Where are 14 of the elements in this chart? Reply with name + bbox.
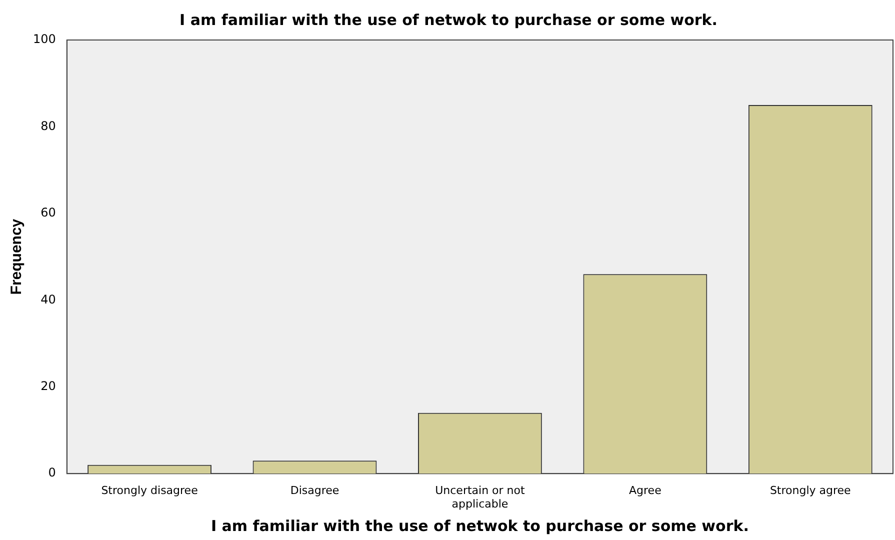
x-tick-label: Strongly agree — [770, 484, 852, 498]
x-tick-label: Uncertain or not applicable — [435, 484, 526, 510]
y-tick-label: 100 — [33, 32, 56, 46]
x-axis-title: I am familiar with the use of netwok to purchase or some work. — [210, 516, 749, 535]
x-tick-label: Disagree — [290, 484, 340, 498]
y-axis-title: Frequency — [8, 218, 26, 295]
x-tick-label: Agree — [629, 484, 662, 498]
y-tick-label: 40 — [40, 292, 56, 306]
y-tick-label: 60 — [40, 206, 56, 220]
chart-title: I am familiar with the use of netwok to purchase or some work. — [180, 10, 718, 29]
y-tick-label: 0 — [48, 466, 56, 480]
y-tick-label: 20 — [40, 379, 56, 394]
y-tick-label: 80 — [40, 118, 56, 133]
x-tick-label: Strongly disagree — [101, 484, 198, 498]
